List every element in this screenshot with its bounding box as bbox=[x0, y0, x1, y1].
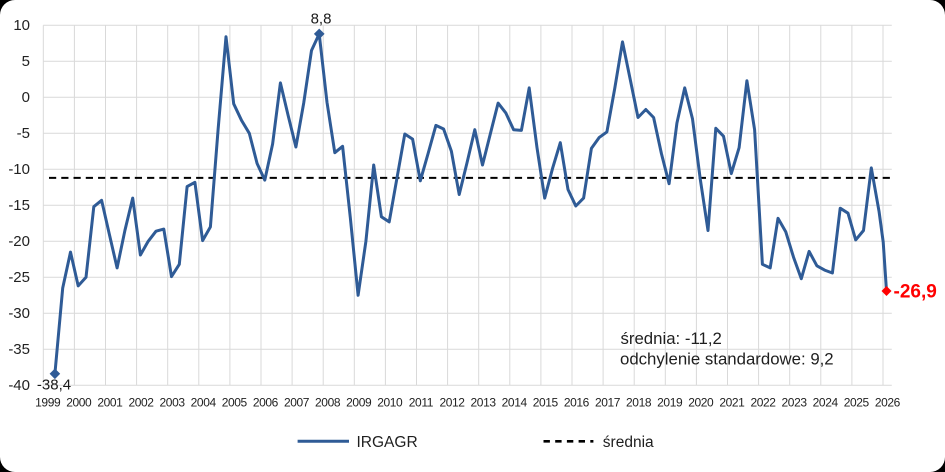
svg-text:10: 10 bbox=[13, 17, 30, 34]
svg-text:2010: 2010 bbox=[377, 396, 403, 410]
svg-text:2001: 2001 bbox=[97, 396, 123, 410]
svg-text:-5: -5 bbox=[17, 125, 30, 142]
svg-text:2018: 2018 bbox=[626, 396, 652, 410]
svg-text:2000: 2000 bbox=[66, 396, 92, 410]
svg-text:-38,4: -38,4 bbox=[37, 377, 71, 394]
svg-text:2017: 2017 bbox=[595, 396, 621, 410]
svg-text:2020: 2020 bbox=[688, 396, 714, 410]
svg-text:2011: 2011 bbox=[409, 396, 434, 410]
svg-text:2003: 2003 bbox=[160, 396, 186, 410]
svg-text:2016: 2016 bbox=[564, 396, 590, 410]
svg-text:2007: 2007 bbox=[284, 396, 310, 410]
svg-text:2005: 2005 bbox=[222, 396, 248, 410]
svg-text:2021: 2021 bbox=[719, 396, 745, 410]
svg-text:IRGAGR: IRGAGR bbox=[357, 434, 418, 451]
svg-text:-15: -15 bbox=[8, 197, 30, 214]
svg-text:8,8: 8,8 bbox=[311, 11, 332, 28]
svg-text:2012: 2012 bbox=[439, 396, 465, 410]
svg-text:-26,9: -26,9 bbox=[894, 282, 937, 303]
svg-text:1999: 1999 bbox=[35, 396, 61, 410]
svg-text:2026: 2026 bbox=[875, 396, 901, 410]
svg-text:2022: 2022 bbox=[750, 396, 776, 410]
svg-text:2009: 2009 bbox=[346, 396, 372, 410]
svg-text:2015: 2015 bbox=[533, 396, 559, 410]
svg-text:0: 0 bbox=[22, 89, 30, 106]
svg-text:odchylenie standardowe: 9,2: odchylenie standardowe: 9,2 bbox=[620, 349, 834, 368]
svg-text:średnia: średnia bbox=[603, 434, 654, 451]
svg-text:2023: 2023 bbox=[782, 396, 808, 410]
svg-text:2024: 2024 bbox=[813, 396, 839, 410]
svg-text:-10: -10 bbox=[8, 161, 30, 178]
svg-text:2025: 2025 bbox=[844, 396, 870, 410]
svg-text:-40: -40 bbox=[8, 377, 30, 394]
svg-text:średnia: -11,2: średnia: -11,2 bbox=[621, 329, 722, 348]
svg-text:2006: 2006 bbox=[253, 396, 279, 410]
svg-text:5: 5 bbox=[22, 53, 30, 70]
svg-text:-25: -25 bbox=[8, 269, 30, 286]
svg-text:2008: 2008 bbox=[315, 396, 341, 410]
svg-text:2013: 2013 bbox=[471, 396, 497, 410]
svg-text:-30: -30 bbox=[8, 305, 30, 322]
svg-text:2004: 2004 bbox=[191, 396, 217, 410]
svg-text:2014: 2014 bbox=[502, 396, 528, 410]
svg-text:-35: -35 bbox=[8, 341, 30, 358]
svg-text:2002: 2002 bbox=[128, 396, 154, 410]
svg-text:-20: -20 bbox=[8, 233, 30, 250]
svg-text:2019: 2019 bbox=[657, 396, 683, 410]
